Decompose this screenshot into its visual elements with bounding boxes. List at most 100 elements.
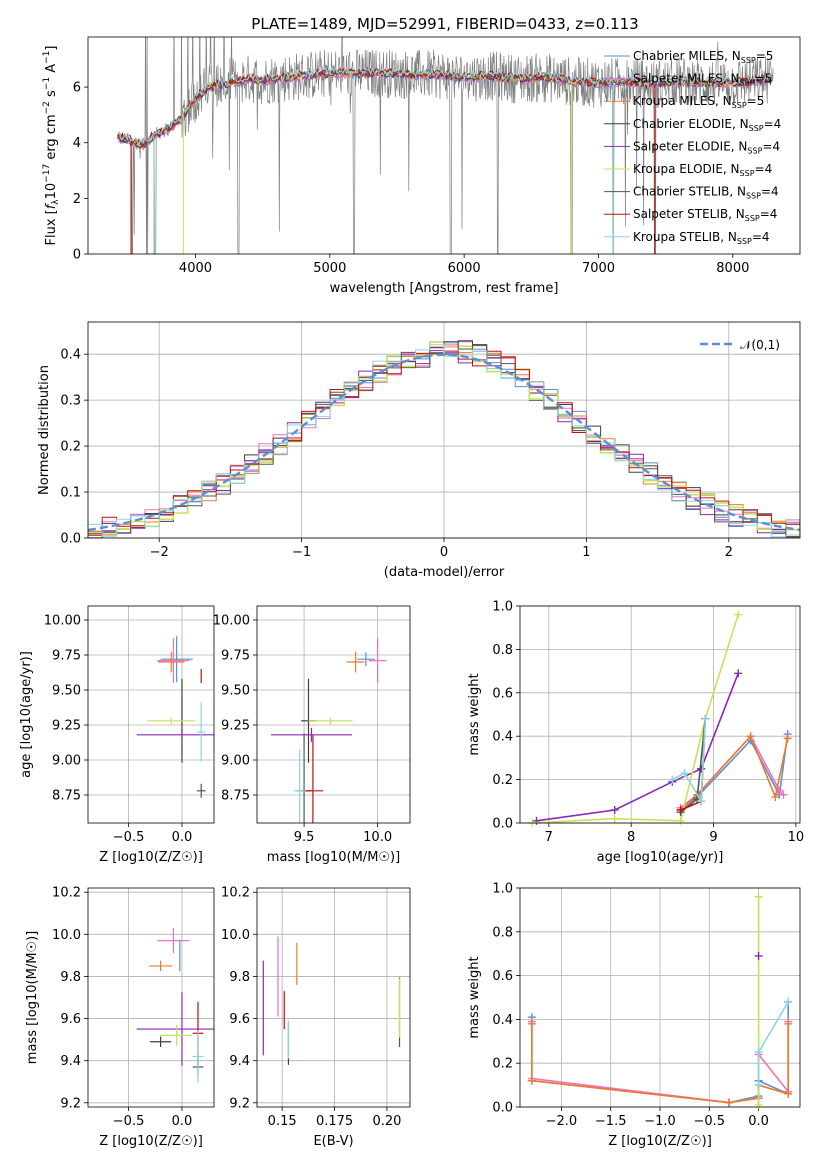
y-tick-label: 9.2 bbox=[60, 1096, 81, 1111]
y-tick-label: 0.3 bbox=[60, 394, 81, 409]
y-axis-label: age [log10(age/yr)] bbox=[19, 651, 34, 778]
x-tick-label: 8 bbox=[627, 830, 635, 845]
y-tick-label: 9.8 bbox=[60, 970, 81, 985]
y-tick-label: 9.8 bbox=[229, 970, 250, 985]
weight-marker bbox=[784, 1019, 793, 1028]
weight-line-salpeter-elodie bbox=[536, 673, 739, 822]
weight-marker bbox=[676, 805, 685, 814]
weight-marker bbox=[680, 769, 689, 778]
y-tick-label: 0.0 bbox=[492, 1101, 513, 1116]
y-tick-label: 9.2 bbox=[229, 1096, 250, 1111]
weight-line-kroupa-stelib bbox=[672, 718, 707, 805]
x-axis-label: mass [log10(M/M☉)] bbox=[267, 850, 400, 865]
y-tick-label: 0.2 bbox=[60, 440, 81, 455]
y-tick-label: 2 bbox=[73, 192, 81, 207]
y-tick-label: 9.4 bbox=[229, 1054, 250, 1069]
y-tick-label: 0.4 bbox=[60, 348, 81, 363]
x-tick-label: −1.0 bbox=[644, 1114, 676, 1129]
legend-entry: Chabrier ELODIE, NSSP=4 bbox=[633, 117, 781, 133]
y-tick-label: 10.0 bbox=[221, 928, 250, 943]
weight-marker bbox=[725, 1098, 734, 1107]
weight-marker bbox=[784, 1089, 793, 1098]
axes-frame bbox=[256, 605, 411, 824]
axes-frame bbox=[87, 605, 215, 824]
x-axis-label: E(B-V) bbox=[313, 1134, 353, 1149]
y-tick-label: 0.6 bbox=[492, 969, 513, 984]
x-tick-label: 0.0 bbox=[748, 1114, 769, 1129]
axes-frame bbox=[87, 36, 801, 255]
y-tick-label: 10.00 bbox=[44, 614, 81, 629]
weight-marker bbox=[610, 805, 619, 814]
x-tick-label: 1 bbox=[582, 545, 590, 560]
y-tick-label: 4 bbox=[73, 136, 81, 151]
weight-marker bbox=[532, 816, 541, 825]
y-axis-label: mass weight bbox=[467, 673, 482, 755]
y-tick-label: 9.6 bbox=[60, 1012, 81, 1027]
y-tick-label: 10.00 bbox=[213, 614, 250, 629]
x-tick-label: −0.5 bbox=[694, 1114, 726, 1129]
weight-marker bbox=[734, 610, 743, 619]
legend-entry-normal: 𝒩(0,1) bbox=[740, 338, 780, 352]
y-tick-label: 0.0 bbox=[60, 532, 81, 547]
x-axis-label: (data-model)/error bbox=[384, 565, 505, 580]
y-tick-label: 0.4 bbox=[492, 1013, 513, 1028]
y-tick-label: 0.1 bbox=[60, 486, 81, 501]
x-tick-label: 5000 bbox=[313, 261, 346, 276]
axes-mass_vs_EBV: 0.15 0.175 0.20 9.2 9.4 9.6 9.8 10.0 10.2 E(B-V) bbox=[221, 886, 411, 1149]
legend-entry: Kroupa ELODIE, NSSP=4 bbox=[633, 162, 772, 178]
x-tick-label: 10.0 bbox=[363, 830, 392, 845]
y-tick-label: 9.75 bbox=[52, 649, 81, 664]
y-axis-label: Normed distribution bbox=[37, 365, 52, 495]
weight-marker bbox=[668, 775, 677, 784]
weight-marker bbox=[754, 1100, 763, 1109]
weight-marker bbox=[783, 734, 792, 743]
x-axis-label: age [log10(age/yr)] bbox=[597, 850, 724, 865]
y-tick-label: 0 bbox=[73, 248, 81, 263]
x-axis-label: Z [log10(Z/Z☉)] bbox=[608, 1134, 712, 1149]
y-tick-label: 1.0 bbox=[492, 600, 513, 615]
y-tick-label: 0.2 bbox=[492, 773, 513, 788]
x-tick-label: −0.5 bbox=[113, 1114, 145, 1129]
x-tick-label: 10 bbox=[788, 830, 805, 845]
legend-entry: Kroupa MILES, NSSP=5 bbox=[633, 94, 764, 110]
x-tick-label: 0.15 bbox=[268, 1114, 297, 1129]
weight-marker bbox=[771, 792, 780, 801]
y-axis-label: Flux [fλ10−17 erg cm−2 s−1 A−1] bbox=[42, 46, 61, 246]
y-tick-label: 0.0 bbox=[492, 817, 513, 832]
weight-marker bbox=[754, 892, 763, 901]
normal-distribution-curve bbox=[88, 353, 800, 532]
x-tick-label: 6000 bbox=[448, 261, 481, 276]
axes-frame bbox=[519, 605, 801, 824]
x-axis-label: wavelength [Angstrom, rest frame] bbox=[330, 281, 559, 296]
y-tick-label: 9.50 bbox=[221, 684, 250, 699]
y-tick-label: 10.0 bbox=[52, 928, 81, 943]
axes-age_vs_Z: −0.5 0.0 8.75 9.00 9.25 9.50 9.75 10.00 Z [log10… bbox=[19, 605, 215, 865]
weight-marker bbox=[610, 814, 619, 823]
x-tick-label: 7000 bbox=[582, 261, 615, 276]
y-tick-label: 9.4 bbox=[60, 1054, 81, 1069]
x-tick-label: 9 bbox=[709, 830, 717, 845]
x-tick-label: 7 bbox=[545, 830, 553, 845]
legend-entry: Salpeter MILES, NSSP=5 bbox=[633, 72, 772, 88]
x-tick-label: −2.0 bbox=[546, 1114, 578, 1129]
x-tick-label: 9.5 bbox=[294, 830, 315, 845]
y-tick-label: 0.4 bbox=[492, 730, 513, 745]
weight-marker bbox=[527, 1019, 536, 1028]
y-tick-label: 9.6 bbox=[229, 1012, 250, 1027]
x-tick-label: 0 bbox=[440, 545, 448, 560]
x-tick-label: 0.175 bbox=[316, 1114, 353, 1129]
x-tick-label: 0.20 bbox=[372, 1114, 401, 1129]
y-tick-label: 0.8 bbox=[492, 643, 513, 658]
x-tick-label: 8000 bbox=[716, 261, 749, 276]
weight-marker bbox=[734, 669, 743, 678]
y-tick-label: 0.8 bbox=[492, 925, 513, 940]
axes-mass_vs_Z: −0.5 0.0 9.2 9.4 9.6 9.8 10.0 10.2 Z [log10(Z/Z☉… bbox=[25, 886, 215, 1149]
x-tick-label: −2 bbox=[150, 545, 169, 560]
x-axis-label: Z [log10(Z/Z☉)] bbox=[99, 1134, 203, 1149]
y-axis-label: mass weight bbox=[467, 956, 482, 1038]
axes-residuals: −2 −1 0 1 2 0.0 0.1 0.2 0.3 0.4 (data-model)/error… bbox=[37, 321, 801, 580]
legend-entry: Kroupa STELIB, NSSP=4 bbox=[633, 230, 770, 246]
y-axis-label: mass [log10(M/M☉)] bbox=[25, 931, 40, 1064]
axes-massweight_vs_age: 7 8 9 10 0.0 0.2 0.4 0.6 0.8 1.0 age [log10(age/yr… bbox=[467, 600, 804, 866]
